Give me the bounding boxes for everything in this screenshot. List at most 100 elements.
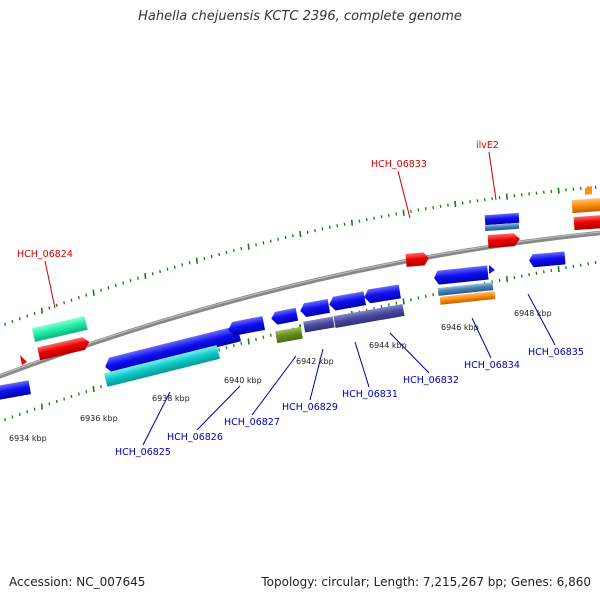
gene-label[interactable]: HCH_06829 — [282, 402, 338, 413]
minor-tick — [26, 314, 29, 318]
scale-label: 6942 kbp — [296, 357, 334, 366]
minor-tick — [255, 243, 257, 247]
gene-label[interactable]: HCH_06835 — [528, 347, 584, 358]
scale-label: 6948 kbp — [514, 309, 552, 318]
gene-orange-edge-marker[interactable] — [585, 186, 592, 195]
minor-tick — [33, 311, 36, 315]
accession-text: Accession: NC_007645 — [9, 575, 146, 589]
major-tick — [92, 385, 95, 393]
label-leader-lines — [44, 151, 556, 446]
minor-tick — [461, 201, 464, 205]
minor-tick — [535, 191, 538, 195]
gene-label[interactable]: HCH_06825 — [115, 447, 171, 458]
minor-tick — [498, 196, 501, 200]
minor-tick — [439, 204, 442, 208]
minor-tick — [579, 263, 582, 267]
gene-small-blue-marker[interactable] — [489, 265, 495, 274]
minor-tick — [314, 228, 316, 233]
gene-HCH_06827-blue[interactable] — [270, 307, 299, 326]
minor-tick — [11, 415, 14, 419]
minor-tick — [579, 186, 582, 191]
minor-tick — [542, 190, 545, 194]
map-title: Hahella chejuensis KCTC 2396, complete g… — [138, 9, 462, 24]
minor-tick — [122, 281, 125, 285]
minor-tick — [483, 198, 486, 202]
gene-ilvE2[interactable] — [487, 233, 521, 249]
gene-label[interactable]: HCH_06834 — [464, 360, 520, 371]
minor-tick — [417, 296, 420, 300]
gene-HCH_06831-blue[interactable] — [328, 291, 366, 311]
minor-tick — [70, 394, 73, 399]
gene-labels-top: HCH_06824 HCH_06833 ilvE2 — [17, 140, 499, 260]
gene-HCH_06832[interactable] — [433, 265, 489, 286]
gene-label[interactable]: HCH_06833 — [371, 159, 427, 170]
gene-label[interactable]: ilvE2 — [476, 140, 499, 151]
gene-ilvE2-blue[interactable] — [484, 212, 520, 226]
gene-label[interactable]: HCH_06832 — [403, 375, 459, 386]
minor-tick — [48, 306, 51, 310]
gene-label[interactable]: HCH_06827 — [224, 417, 280, 428]
minor-tick — [336, 224, 339, 228]
gene-label[interactable]: HCH_06824 — [17, 249, 73, 260]
gene-label[interactable]: HCH_06826 — [167, 432, 223, 443]
minor-tick — [446, 203, 449, 207]
minor-tick — [410, 298, 412, 302]
minor-tick — [114, 283, 117, 287]
gene-HCH_06825[interactable] — [103, 325, 242, 375]
minor-tick — [306, 230, 309, 234]
scale-label: 6946 kbp — [441, 323, 479, 332]
minor-tick — [594, 260, 597, 265]
gene-HCH_06829[interactable] — [303, 316, 335, 333]
minor-tick — [232, 248, 235, 253]
gene-HCH_06834-steel[interactable] — [437, 282, 494, 296]
major-tick — [557, 187, 560, 194]
minor-tick — [387, 303, 390, 307]
gene-label[interactable]: HCH_06831 — [342, 389, 398, 400]
minor-tick — [166, 267, 169, 271]
minor-tick — [277, 237, 280, 241]
gene-small-red-marker[interactable] — [20, 355, 27, 365]
gene-HCH_06824[interactable] — [31, 316, 88, 342]
minor-tick — [513, 275, 516, 280]
gene-HCH_06835[interactable] — [529, 251, 566, 268]
gene-red-right[interactable] — [573, 214, 600, 231]
major-tick — [505, 275, 509, 283]
minor-tick — [520, 193, 523, 197]
gene-ilvE2-steel[interactable] — [484, 222, 520, 232]
gene-HCH_06826[interactable] — [227, 316, 266, 337]
minor-tick — [55, 303, 58, 308]
major-tick — [402, 209, 405, 216]
minor-tick — [240, 246, 243, 251]
minor-tick — [159, 269, 161, 274]
minor-tick — [528, 273, 531, 277]
minor-tick — [218, 348, 221, 352]
major-tick — [40, 403, 44, 410]
minor-tick — [255, 337, 257, 341]
gene-HCH_06829-blue[interactable] — [299, 299, 331, 318]
gene-HCH_06825-cyan[interactable] — [104, 345, 220, 387]
minor-tick — [77, 296, 80, 300]
gene-HCH_06833[interactable] — [405, 252, 430, 267]
minor-tick — [410, 209, 412, 213]
gene-HCH_06834[interactable] — [439, 291, 496, 305]
major-tick — [505, 193, 509, 200]
gene-HCH_06827[interactable] — [275, 326, 303, 344]
minor-tick — [203, 256, 206, 261]
major-tick — [299, 230, 302, 238]
minor-tick — [365, 218, 368, 222]
gene-HCH_06824-red[interactable] — [37, 336, 91, 361]
gene-HCH_06831[interactable] — [333, 304, 405, 328]
minor-tick — [572, 264, 575, 269]
minor-tick — [424, 207, 427, 211]
gene-left-blue[interactable] — [0, 380, 31, 401]
minor-tick — [210, 254, 213, 259]
gene-orange-right[interactable] — [571, 197, 600, 214]
major-tick — [247, 243, 250, 250]
major-tick — [402, 298, 405, 305]
gene-HCH_06832-blue[interactable] — [363, 284, 401, 304]
minor-tick — [70, 298, 73, 302]
genome-summary-text: Topology: circular; Length: 7,215,267 bp… — [261, 575, 591, 589]
major-tick — [195, 257, 199, 264]
minor-tick — [535, 271, 538, 275]
